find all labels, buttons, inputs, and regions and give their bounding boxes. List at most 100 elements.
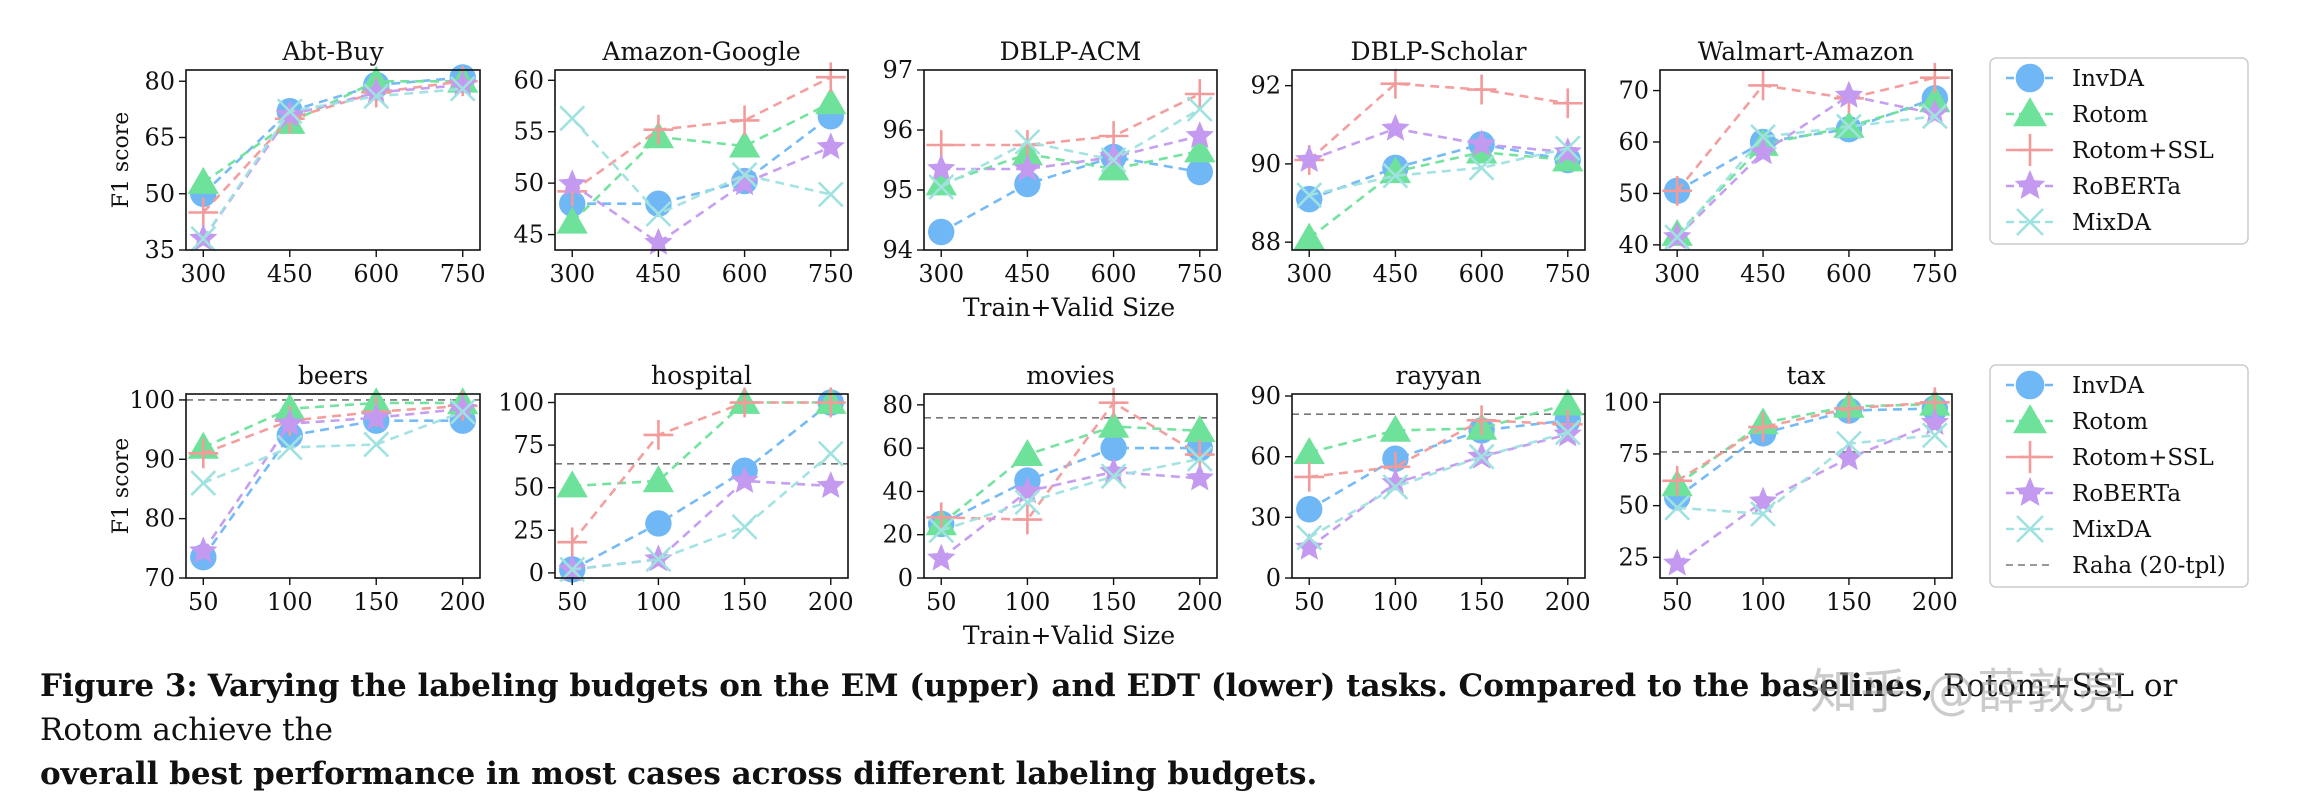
data-point [927, 154, 956, 181]
x-tick-label: 100 [636, 588, 682, 616]
series-line [940, 457, 1201, 532]
data-point [189, 536, 218, 564]
legend-marker [2013, 133, 2047, 167]
y-tick-label: 55 [513, 118, 544, 146]
x-tick-label: 750 [808, 260, 854, 288]
chart-title: Abt-Buy [281, 37, 384, 66]
data-point [557, 527, 588, 558]
data-point [644, 227, 673, 255]
data-point [1012, 504, 1043, 535]
series-rotom-ssl [1294, 405, 1583, 492]
series-line [572, 115, 832, 205]
y-tick-label: 94 [882, 236, 913, 264]
chart-rayyan: rayyan 0 30 60 90 50 100 150 200 [1250, 361, 1590, 616]
data-point [728, 130, 761, 158]
legend-marker [2013, 97, 2047, 127]
data-point [1098, 387, 1129, 418]
series-rotom-ssl [926, 387, 1215, 535]
series-rotom-ssl [1662, 387, 1950, 496]
series-line [202, 407, 463, 553]
series-line [1676, 403, 1935, 487]
data-point [1100, 147, 1127, 173]
series-roberta [927, 121, 1214, 181]
data-point [1293, 222, 1325, 250]
series-line [1308, 433, 1569, 549]
series-line [202, 87, 463, 240]
x-tick-label: 200 [1177, 588, 1223, 616]
series-roberta [558, 132, 845, 255]
series-roberta [927, 457, 1214, 571]
series-line [202, 76, 463, 195]
data-point [1468, 154, 1495, 181]
y-tick-label: 75 [513, 431, 544, 459]
legend-item-roberta: RoBERTa [2006, 476, 2181, 507]
series-mixda [1664, 103, 1948, 251]
data-point [1381, 113, 1410, 141]
y-tick-label: 60 [882, 434, 913, 462]
y-tick-label: 97 [882, 56, 913, 84]
data-point [1293, 437, 1325, 464]
y-tick-label: 60 [1618, 128, 1649, 156]
x-tick-label: 300 [549, 260, 595, 288]
legend-item-rotom-ssl: Rotom+SSL [2006, 440, 2214, 474]
series-line [940, 155, 1201, 234]
axes-frame [1659, 393, 1953, 579]
x-tick-label: 100 [267, 588, 313, 616]
x-tick-label: 600 [1091, 260, 1137, 288]
series-mixda [559, 440, 844, 583]
y-tick-label: 50 [513, 474, 544, 502]
legend-marker [2016, 515, 2044, 543]
series-mixda [1296, 419, 1581, 551]
data-point [1014, 489, 1041, 516]
series-rotom-ssl [926, 79, 1215, 160]
series-line [202, 80, 463, 184]
y-tick-label: 50 [1618, 492, 1649, 520]
data-point [1919, 62, 1950, 93]
y-tick-label: 90 [1250, 150, 1281, 178]
data-point [1382, 162, 1409, 189]
data-point [816, 471, 845, 498]
series-line [1677, 434, 1935, 516]
series-invda [190, 407, 476, 571]
data-point [1552, 88, 1583, 119]
x-tick-label: 150 [1459, 588, 1505, 616]
x-tick-label: 750 [1545, 260, 1591, 288]
legend-item-mixda: MixDA [2006, 515, 2151, 543]
data-point [1097, 410, 1130, 438]
data-point [1296, 524, 1323, 551]
chart-title: rayyan [1395, 361, 1481, 390]
legend-marker [2016, 208, 2044, 236]
series-roberta [1663, 80, 1949, 250]
series-invda [1663, 395, 1949, 511]
series-line [1676, 421, 1936, 565]
data-point [1552, 388, 1584, 416]
legend-marker [2015, 370, 2045, 400]
y-tick-label: 0 [529, 559, 544, 587]
y-tick-label: 40 [1618, 231, 1649, 259]
data-point [1382, 474, 1409, 500]
series-line [1309, 418, 1568, 479]
caption-normal-text: Rotom+SSL or Rotom achieve the [40, 668, 2178, 748]
data-point [1836, 430, 1862, 457]
data-point [188, 197, 219, 228]
data-point [815, 87, 847, 115]
data-point [643, 420, 674, 450]
chart-title: tax [1786, 361, 1825, 390]
data-point [1664, 224, 1691, 251]
legend-marker [2013, 404, 2047, 434]
caption-label: Figure 3: [40, 668, 198, 704]
axes-frame [554, 393, 849, 579]
data-point [1099, 142, 1128, 169]
data-point [1185, 121, 1214, 148]
data-point [1663, 548, 1692, 576]
y-tick-label: 60 [513, 66, 544, 94]
y-tick-label: 40 [882, 477, 913, 505]
y-tick-label: 95 [882, 176, 913, 204]
legend-item-raha-20-tpl: Raha (20-tpl) [2006, 553, 2226, 579]
x-tick-label: 450 [1005, 260, 1051, 288]
data-point [1295, 145, 1324, 172]
data-point [1662, 465, 1693, 496]
data-point [1466, 74, 1497, 105]
data-point [730, 168, 759, 196]
data-point [559, 105, 586, 132]
